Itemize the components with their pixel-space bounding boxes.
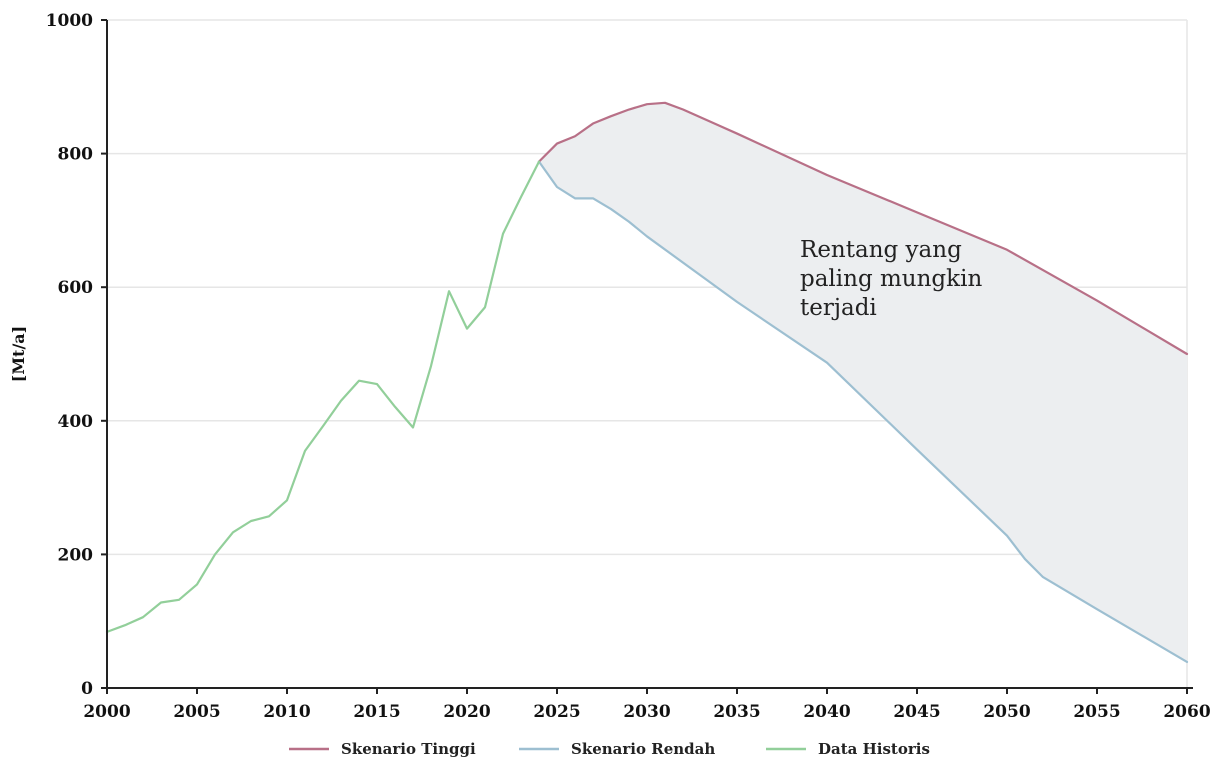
y-tick-label-800: 800 (58, 145, 94, 165)
y-tick-label-600: 600 (58, 278, 94, 298)
x-tick-label-2060: 2060 (1163, 702, 1210, 722)
annotation-line: Rentang yang (800, 237, 962, 263)
series-line-skenario-tinggi (537, 101, 1189, 356)
series-line-data-historis (105, 160, 541, 633)
y-tick-label-400: 400 (58, 412, 94, 432)
series-layer (105, 101, 1189, 664)
series-line-skenario-rendah (537, 160, 1189, 664)
annotation-line: terjadi (800, 295, 877, 321)
x-tick-label-2015: 2015 (353, 702, 400, 722)
x-tick-label-2020: 2020 (443, 702, 490, 722)
y-tick-label-200: 200 (58, 545, 94, 565)
x-tick-label-2045: 2045 (893, 702, 940, 722)
y-tick-label-0: 0 (81, 679, 93, 699)
legend-label-skenario-tinggi: Skenario Tinggi (341, 740, 476, 758)
x-tick-label-2035: 2035 (713, 702, 760, 722)
annotation-line: paling mungkin (800, 266, 982, 292)
axes (101, 19, 1193, 694)
x-tick-label-2000: 2000 (83, 702, 130, 722)
y-axis-title: [Mt/a] (9, 326, 28, 382)
x-tick-label-2055: 2055 (1073, 702, 1120, 722)
tick-labels: 0 200 400 600 800 1000 2000 2005 2010 2015 2020 202… (46, 11, 1211, 722)
x-tick-label-2005: 2005 (173, 702, 220, 722)
x-tick-label-2010: 2010 (263, 702, 310, 722)
range-annotation: Rentang yang paling mungkin terjadi (800, 237, 982, 321)
x-tick-label-2025: 2025 (533, 702, 580, 722)
likely-range-band (539, 102, 1187, 662)
legend: Skenario Tinggi Skenario Rendah Data Histo… (289, 740, 930, 758)
x-tick-label-2030: 2030 (623, 702, 670, 722)
y-tick-label-1000: 1000 (46, 11, 93, 31)
legend-label-data-historis: Data Historis (818, 740, 930, 758)
legend-label-skenario-rendah: Skenario Rendah (571, 740, 715, 758)
x-tick-label-2040: 2040 (803, 702, 850, 722)
x-tick-label-2050: 2050 (983, 702, 1030, 722)
